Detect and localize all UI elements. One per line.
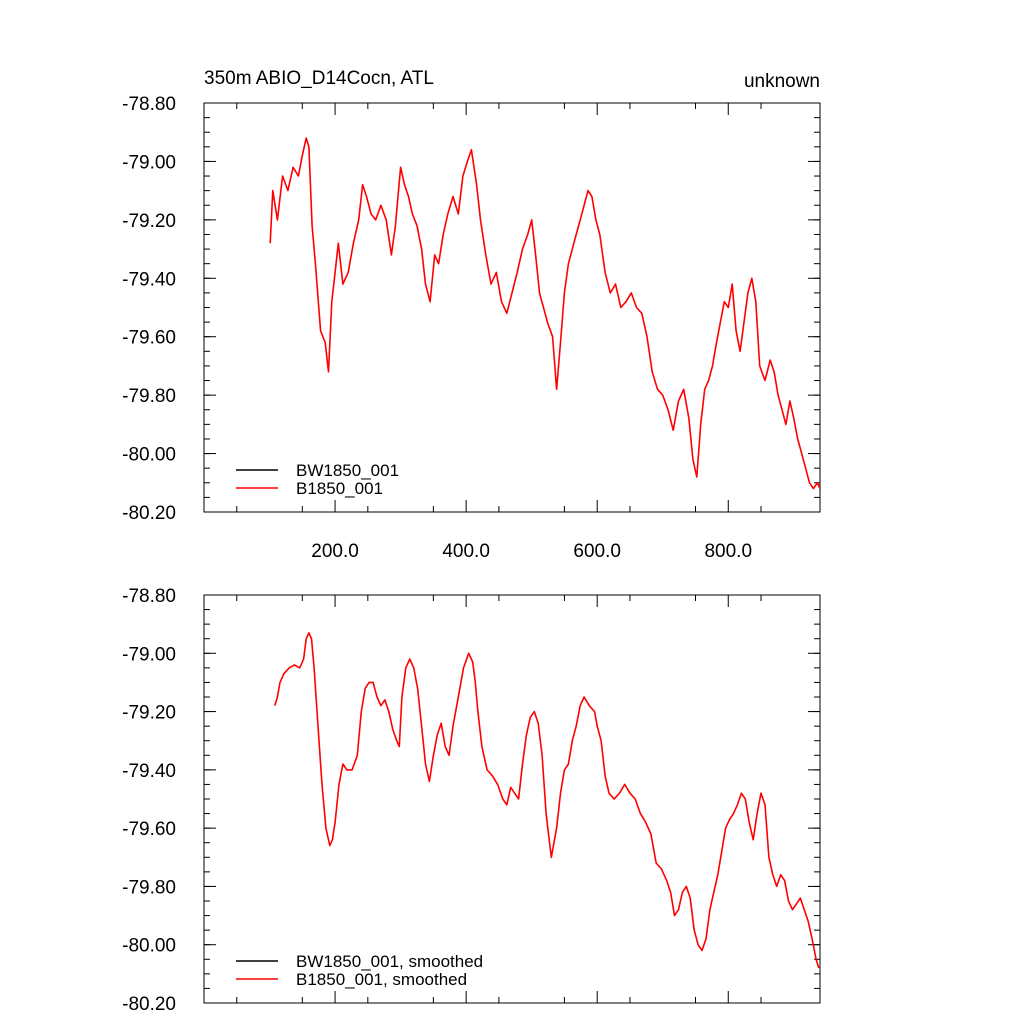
legend-label: B1850_001, smoothed <box>296 970 467 989</box>
y-tick-label: -79.40 <box>122 269 176 290</box>
series-line-1 <box>269 137 820 490</box>
y-tick-label: -79.60 <box>122 819 176 840</box>
x-tick-label: 400.0 <box>442 541 490 562</box>
y-tick-label: -79.00 <box>122 644 176 665</box>
bottom-panel: -78.80 -79.00 -79.20 -79.40 -79.60 -79.80 -80.… <box>122 586 821 1015</box>
y-tick-label: -80.00 <box>122 445 176 466</box>
top-panel: -78.80 -79.00 -79.20 -79.40 -79.60 -79.80 -80.… <box>122 94 821 562</box>
legend-label: B1850_001 <box>296 479 383 498</box>
x-tick-label: 600.0 <box>573 541 621 562</box>
y-tick-label: -79.00 <box>122 152 176 173</box>
y-tick-label: -79.80 <box>122 877 176 898</box>
chart-title: 350m ABIO_D14Cocn, ATL <box>204 68 434 89</box>
y-tick-label: -80.20 <box>122 503 176 524</box>
x-tick-label: 200.0 <box>311 541 359 562</box>
y-tick-label: -80.20 <box>122 994 176 1015</box>
y-tick-label: -79.60 <box>122 328 176 349</box>
series-line-1 <box>274 632 820 969</box>
y-tick-label: -79.20 <box>122 703 176 724</box>
y-tick-label: -80.00 <box>122 936 176 957</box>
y-tick-label: -79.80 <box>122 386 176 407</box>
y-tick-label: -78.80 <box>122 586 176 607</box>
chart-subtitle-right: unknown <box>744 71 820 92</box>
legend-label: BW1850_001, smoothed <box>296 952 483 971</box>
y-tick-label: -78.80 <box>122 94 176 115</box>
x-tick-label: 800.0 <box>704 541 752 562</box>
y-tick-label: -79.40 <box>122 761 176 782</box>
legend-label: BW1850_001 <box>296 461 399 480</box>
y-tick-label: -79.20 <box>122 211 176 232</box>
